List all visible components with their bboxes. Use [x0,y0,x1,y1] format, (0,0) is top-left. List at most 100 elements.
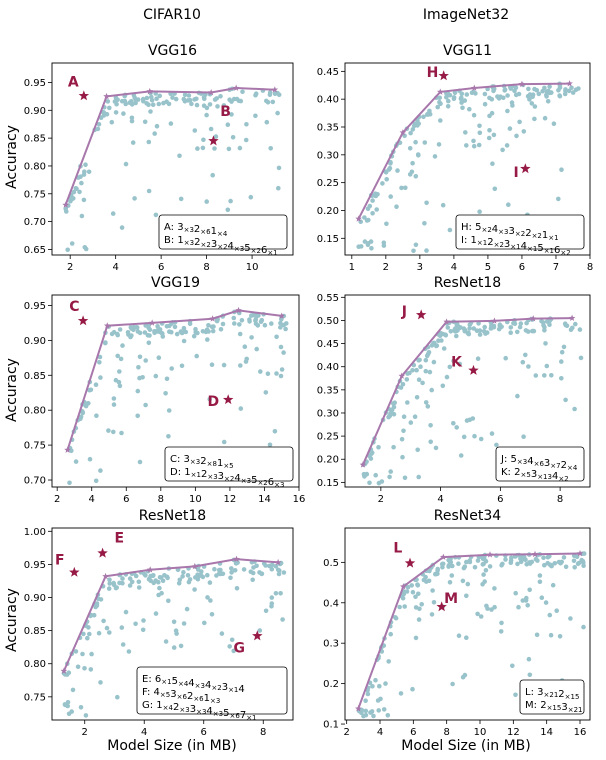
scatter-point [464,92,470,97]
y-tick-label: 0.20 [317,206,339,217]
scatter-point [98,375,103,380]
scatter-point [111,396,117,401]
scatter-point [231,648,236,654]
y-tick-label: 0.90 [24,106,46,117]
scatter-point [202,620,207,626]
scatter-point [534,632,540,638]
scatter-point [454,333,459,339]
scatter-point [364,218,370,223]
scatter-point [428,439,434,445]
scatter-point [401,414,407,420]
y-tick-label: 0.25 [317,178,339,189]
scatter-point [87,631,92,637]
scatter-point [94,413,99,419]
scatter-point [132,196,137,201]
frontier-marker [102,572,109,580]
scatter-point [471,138,476,144]
scatter-point [187,321,193,327]
scatter-point [444,374,450,380]
scatter-point [107,581,112,586]
highlight-label-f: F [55,552,65,568]
scatter-point [516,91,522,97]
scatter-point [492,186,498,192]
scatter-point [527,560,532,565]
y-tick-label: 0.70 [24,217,46,228]
scatter-point [489,607,494,612]
scatter-point [278,320,283,326]
scatter-point [157,329,163,335]
scatter-point [229,566,234,571]
scatter-point [391,401,396,406]
scatter-point [394,204,399,209]
scatter-point [187,577,193,582]
scatter-point [457,361,463,367]
y-tick-label: 0.40 [317,95,339,106]
scatter-point [73,649,79,654]
scatter-point [458,453,464,458]
scatter-point [400,595,406,601]
y-tick-label: 0.20 [317,455,339,466]
scatter-point [400,382,406,387]
x-tick-label: 1 [349,262,355,273]
highlight-label-a: A [68,74,79,90]
scatter-point [270,99,276,105]
y-tick-label: 0.85 [24,134,46,145]
scatter-point [212,566,217,572]
pareto-frontier-line [64,86,275,206]
scatter-point [228,575,233,581]
scatter-point [231,315,237,321]
scatter-point [209,612,215,617]
scatter-point [575,561,581,567]
scatter-point [388,194,394,199]
scatter-point [215,104,220,109]
scatter-point [163,639,169,644]
scatter-point [204,112,209,118]
scatter-point [156,355,162,361]
scatter-point [505,108,510,114]
scatter-point [471,112,477,118]
scatter-point [454,322,460,327]
scatter-point [156,579,161,585]
scatter-point [229,112,234,117]
scatter-point [569,85,574,91]
scatter-point [472,564,478,570]
scatter-point [267,92,273,97]
scatter-point [238,406,244,411]
highlight-label-i: I [513,165,518,181]
scatter-point [429,612,435,617]
scatter-point [381,243,387,248]
legend-box [495,446,585,482]
scatter-point [370,198,375,203]
scatter-point [545,99,551,104]
scatter-point [451,421,456,426]
scatter-point [207,102,213,107]
scatter-point [490,161,495,166]
frontier-marker [400,583,407,590]
scatter-point [570,90,576,95]
scatter-point [561,555,567,560]
scatter-point [507,126,513,131]
scatter-point [467,106,472,112]
scatter-point [446,563,452,568]
scatter-point [127,583,133,588]
scatter-point [408,130,413,136]
highlight-star-d [222,394,234,405]
scatter-point [379,479,385,484]
scatter-point [477,332,483,337]
scatter-point [105,99,111,104]
scatter-point [478,614,484,619]
scatter-point [106,428,111,433]
scatter-point [164,376,170,382]
legend-entry-e: E: 6×15×44×34×23×14 [142,674,245,695]
scatter-point [173,96,179,102]
legend-entry-d: D: 1×12×33×24×35×26×3 [170,467,284,489]
factor-legend: E: 6×15×44×34×23×14F: 4×53×62×61×3G: 1×4… [136,666,288,722]
scatter-point [472,433,477,439]
scatter-point [135,97,141,102]
scatter-point [237,145,243,151]
scatter-point [376,445,381,450]
frontier-marker [274,558,282,566]
chart-title: ResNet18 [139,508,206,524]
scatter-point [532,116,537,122]
scatter-point [447,364,453,370]
